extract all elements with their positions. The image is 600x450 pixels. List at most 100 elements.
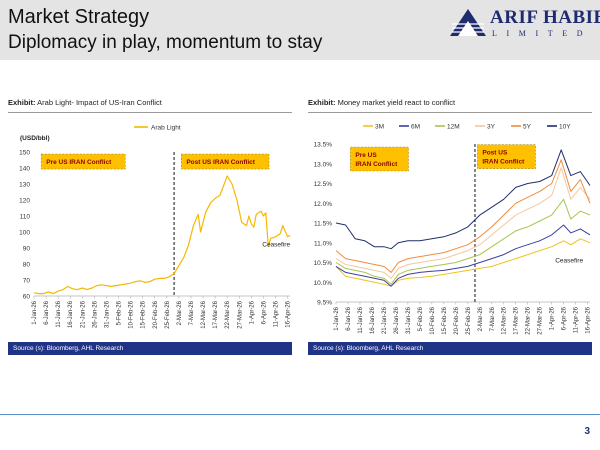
right-x-tick-label: 5-Feb-26 <box>418 306 424 331</box>
left-x-tick-label: 20-Feb-26 <box>153 300 159 328</box>
logo-sub: LIMITED <box>492 29 593 38</box>
right-legend-label: 10Y <box>559 124 571 131</box>
left-x-tick-label: 6-Jan-26 <box>44 300 50 324</box>
left-annotation-text: Post US IRAN Conflict <box>186 159 255 166</box>
left-exhibit-title: Arab Light- Impact of US-Iran Conflict <box>37 98 162 107</box>
right-x-tick-label: 6-Apr-26 <box>562 306 568 330</box>
right-x-tick-label: 31-Jan-26 <box>406 306 412 334</box>
left-y-tick-label: 130 <box>19 182 30 189</box>
right-legend-label: 3Y <box>487 124 496 131</box>
right-x-tick-label: 11-Apr-26 <box>574 306 580 333</box>
left-x-tick-label: 12-Mar-26 <box>201 300 207 328</box>
right-annotation-box <box>350 146 409 172</box>
left-x-tick-label: 10-Feb-26 <box>129 300 135 328</box>
right-x-tick-label: 26-Jan-26 <box>394 306 400 334</box>
left-x-tick-label: 26-Jan-26 <box>92 300 98 328</box>
right-x-tick-label: 6-Jan-26 <box>346 306 352 330</box>
left-y-tick-label: 110 <box>20 214 31 221</box>
right-x-tick-label: 7-Mar-26 <box>490 306 496 331</box>
left-source-bar: Source (s): Bloomberg, AHL Research <box>8 342 292 355</box>
left-series-arab-light <box>33 175 291 295</box>
right-legend-label: 6M <box>411 124 420 131</box>
page-number: 3 <box>584 426 590 437</box>
left-legend-label: Arab Light <box>151 125 181 132</box>
left-y-tick-label: 70 <box>23 278 31 285</box>
right-source-bar: Source (s): Bloomberg, AHL Research <box>308 342 592 355</box>
left-x-tick-label: 27-Mar-26 <box>237 300 243 328</box>
left-annotation-text: Pre US IRAN Conflict <box>46 159 112 166</box>
right-x-tick-label: 1-Apr-26 <box>550 306 556 330</box>
left-x-tick-label: 1-Apr-26 <box>249 300 255 324</box>
right-legend-label: 5Y <box>523 124 532 131</box>
logo-mark-icon <box>450 9 486 36</box>
right-x-tick-label: 16-Apr-26 <box>586 306 592 333</box>
right-x-tick-label: 1-Jan-26 <box>334 306 340 330</box>
right-series-12m <box>335 198 591 285</box>
left-x-tick-label: 21-Jan-26 <box>80 300 86 328</box>
left-x-tick-label: 2-Mar-26 <box>177 300 183 325</box>
logo-name: ARIF HABIB <box>490 7 600 28</box>
money-market-yield-chart: 9.5% 10.0% 10.5% 11.0% 11.5% 12.0% 12.5% 13.0% 1… <box>314 124 592 335</box>
left-exhibit-label: Exhibit: <box>8 98 36 107</box>
page-title: Market Strategy <box>8 6 150 28</box>
left-x-tick-label: 11-Jan-26 <box>56 300 62 327</box>
right-annotation-text: IRAN Conflict <box>355 161 398 168</box>
left-x-tick-label: 25-Feb-26 <box>165 300 171 328</box>
right-x-tick-label: 15-Feb-26 <box>442 306 448 334</box>
footer-rule <box>0 414 600 415</box>
right-x-tick-label: 17-Mar-26 <box>514 306 520 334</box>
right-annotation-box <box>477 144 536 169</box>
right-exhibit-label: Exhibit: <box>308 98 336 107</box>
right-annotation-text: Pre US <box>355 152 377 159</box>
left-annotation-box <box>181 153 270 170</box>
right-x-tick-label: 10-Feb-26 <box>430 306 436 334</box>
arab-light-chart: 60 70 80 90 100 110 120 130 140 150 (USD/bbl) 1-Jan… <box>19 125 292 329</box>
left-annotation-box <box>40 153 126 170</box>
right-x-tick-label: 21-Jan-26 <box>382 306 388 334</box>
right-heading-rule <box>308 112 592 113</box>
right-series-10y <box>335 149 591 250</box>
left-ceasefire-label: Ceasefire <box>262 241 290 248</box>
right-exhibit-title: Money market yield react to conflict <box>337 98 456 107</box>
left-x-tick-label: 22-Mar-26 <box>225 300 231 328</box>
left-heading-rule <box>8 112 292 113</box>
right-series-6m <box>335 224 591 287</box>
right-x-tick-label: 27-Mar-26 <box>538 306 544 334</box>
right-series-3m <box>335 238 591 287</box>
left-y-tick-label: 90 <box>23 246 31 253</box>
right-y-tick-label: 12.5% <box>314 181 333 188</box>
right-y-tick-label: 10.5% <box>314 260 333 267</box>
right-x-tick-label: 12-Mar-26 <box>502 306 508 334</box>
left-x-tick-label: 16-Jan-26 <box>68 300 74 328</box>
left-y-tick-label: 140 <box>19 166 30 173</box>
right-x-tick-label: 2-Mar-26 <box>478 306 484 331</box>
header-band <box>0 0 600 60</box>
left-exhibit-heading: Exhibit: Arab Light- Impact of US-Iran C… <box>8 96 162 110</box>
left-y-tick-label: 60 <box>23 294 31 301</box>
right-y-tick-label: 12.0% <box>314 201 333 208</box>
right-x-tick-label: 20-Feb-26 <box>454 306 460 334</box>
right-x-tick-label: 11-Jan-26 <box>358 306 364 333</box>
left-x-tick-label: 1-Jan-26 <box>32 300 38 324</box>
left-x-tick-label: 7-Mar-26 <box>189 300 195 325</box>
right-exhibit-heading: Exhibit: Money market yield react to con… <box>308 96 455 110</box>
left-x-tick-label: 15-Feb-26 <box>141 300 147 328</box>
left-x-tick-label: 17-Mar-26 <box>213 300 219 328</box>
right-y-tick-label: 10.0% <box>314 280 333 287</box>
right-y-tick-label: 11.0% <box>314 240 332 247</box>
left-y-tick-label: 150 <box>19 150 30 157</box>
right-y-tick-label: 13.5% <box>314 142 333 149</box>
right-y-tick-label: 9.5% <box>317 300 332 307</box>
left-y-tick-label: 100 <box>19 230 30 237</box>
left-y-axis-label: (USD/bbl) <box>20 135 50 142</box>
left-x-tick-label: 11-Apr-26 <box>274 300 280 327</box>
left-x-tick-label: 6-Apr-26 <box>261 300 267 324</box>
right-annotation-text: IRAN Conflict <box>482 159 525 166</box>
left-x-tick-label: 5-Feb-26 <box>117 300 123 325</box>
right-series-5y <box>335 159 591 273</box>
left-y-tick-label: 80 <box>23 262 31 269</box>
left-x-tick-label: 16-Apr-26 <box>286 300 292 327</box>
left-y-tick-label: 120 <box>19 198 30 205</box>
right-legend-label: 12M <box>447 124 460 131</box>
right-x-tick-label: 16-Jan-26 <box>370 306 376 334</box>
